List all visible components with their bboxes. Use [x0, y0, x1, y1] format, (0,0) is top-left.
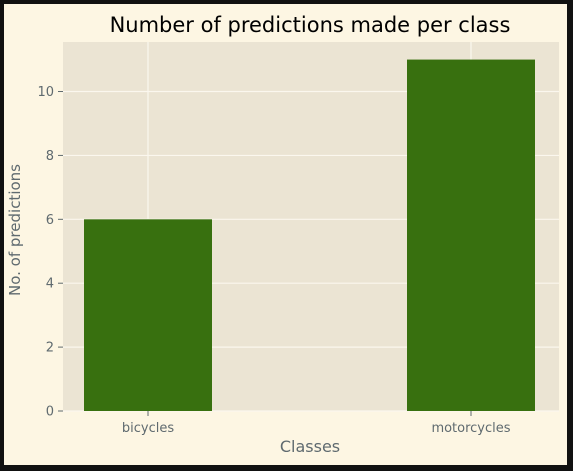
- y-tick-label: 4: [46, 277, 54, 292]
- y-tick-label: 0: [46, 405, 54, 420]
- y-axis-label: No. of predictions: [6, 164, 24, 296]
- x-axis-label: Classes: [280, 437, 340, 456]
- x-axis-ticks: bicycles motorcycles: [122, 411, 511, 436]
- y-axis-ticks: 0 2 4 6 8 10: [37, 85, 63, 420]
- bar-chart: Number of predictions made per class 0 2 4…: [6, 13, 559, 456]
- bar-bicycles: [84, 219, 212, 411]
- y-tick-label: 8: [46, 149, 54, 164]
- bar-motorcycles: [407, 59, 535, 411]
- y-tick-label: 2: [46, 341, 54, 356]
- chart-title: Number of predictions made per class: [110, 13, 511, 37]
- x-tick-label: motorcycles: [431, 421, 510, 436]
- x-tick-label: bicycles: [122, 421, 174, 436]
- bars: [84, 59, 535, 411]
- y-tick-label: 10: [37, 85, 54, 100]
- chart-figure: Number of predictions made per class 0 2 4…: [4, 4, 567, 465]
- y-tick-label: 6: [46, 213, 54, 228]
